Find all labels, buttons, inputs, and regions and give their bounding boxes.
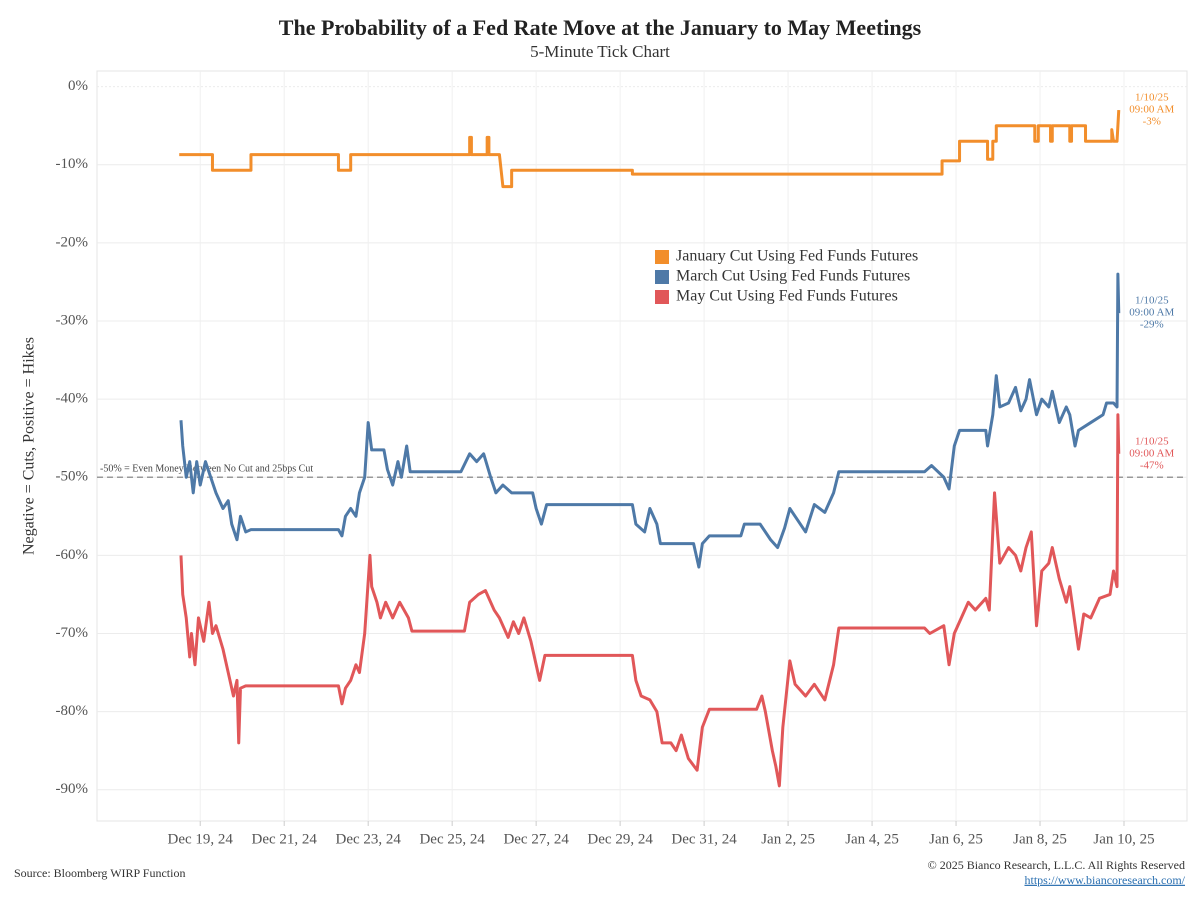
y-tick-label: -20% [56, 234, 89, 250]
end-label: 09:00 AM [1129, 307, 1174, 319]
end-label: -3% [1143, 116, 1161, 128]
chart-subtitle: 5-Minute Tick Chart [530, 42, 670, 61]
legend-label: May Cut Using Fed Funds Futures [676, 288, 898, 305]
chart-title: The Probability of a Fed Rate Move at th… [279, 15, 922, 40]
end-label: 1/10/25 [1135, 92, 1169, 104]
plot-frame [96, 70, 1188, 822]
x-tick-label: Jan 4, 25 [845, 831, 899, 847]
end-label: 1/10/25 [1135, 435, 1169, 447]
legend-swatch [655, 290, 669, 304]
legend-label: January Cut Using Fed Funds Futures [676, 248, 918, 265]
end-label: 1/10/25 [1135, 295, 1169, 307]
x-tick-label: Dec 21, 24 [252, 831, 318, 847]
series-line [179, 413, 1121, 788]
y-tick-label: -30% [56, 312, 89, 328]
y-tick-label: 0% [68, 78, 88, 94]
x-tick-label: Dec 29, 24 [587, 831, 653, 847]
legend-swatch [655, 270, 669, 284]
website-link[interactable]: https://www.biancoresearch.com/ [1024, 873, 1185, 887]
end-label: 09:00 AM [1129, 104, 1174, 116]
end-label: -29% [1140, 319, 1164, 331]
end-label: 09:00 AM [1129, 447, 1174, 459]
x-tick-label: Dec 31, 24 [671, 831, 737, 847]
y-axis-title: Negative = Cuts, Positive = Hikes [21, 337, 38, 555]
y-tick-label: -60% [56, 547, 89, 563]
x-tick-label: Dec 27, 24 [503, 831, 569, 847]
series-line [179, 272, 1121, 569]
x-tick-label: Dec 19, 24 [168, 831, 234, 847]
x-tick-label: Jan 8, 25 [1013, 831, 1067, 847]
copyright: © 2025 Bianco Research, L.L.C. All Right… [928, 858, 1185, 872]
source-note: Source: Bloomberg WIRP Function [14, 866, 185, 880]
series-line [179, 109, 1121, 189]
y-tick-label: -10% [56, 156, 89, 172]
x-tick-label: Jan 2, 25 [761, 831, 815, 847]
legend-label: March Cut Using Fed Funds Futures [676, 268, 910, 285]
y-tick-label: -90% [56, 781, 89, 797]
y-tick-label: -70% [56, 625, 89, 641]
y-tick-label: -40% [56, 391, 89, 407]
y-tick-label: -80% [56, 703, 89, 719]
legend-swatch [655, 250, 669, 264]
end-label: -47% [1140, 459, 1164, 471]
y-tick-label: -50% [56, 469, 89, 485]
x-tick-label: Dec 23, 24 [335, 831, 401, 847]
x-tick-label: Dec 25, 24 [419, 831, 485, 847]
x-tick-label: Jan 10, 25 [1093, 831, 1154, 847]
x-tick-label: Jan 6, 25 [929, 831, 983, 847]
